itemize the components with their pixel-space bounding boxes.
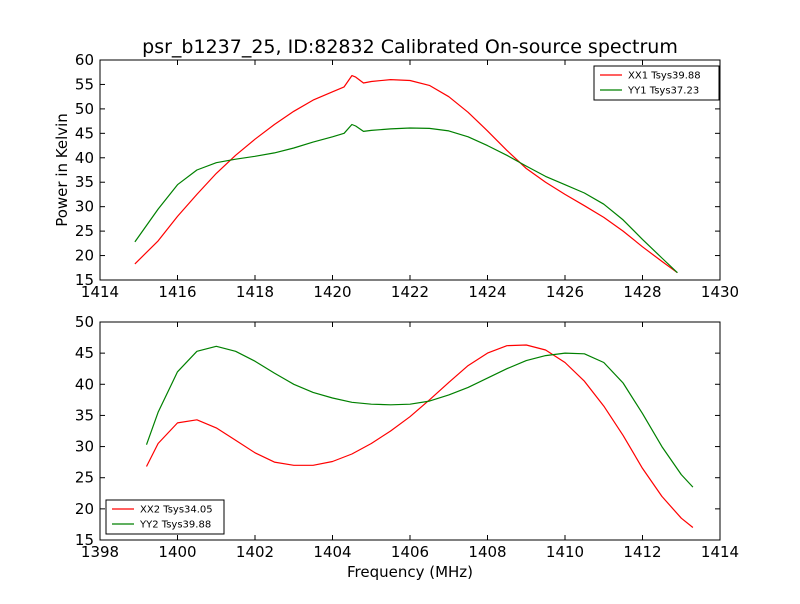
x-tick-label: 1398 — [81, 543, 119, 561]
x-tick-label: 1404 — [313, 543, 351, 561]
y-tick-label: 35 — [75, 406, 94, 424]
x-tick-label: 1424 — [468, 283, 506, 301]
x-tick-label: 1402 — [236, 543, 274, 561]
x-tick-label: 1406 — [391, 543, 429, 561]
x-tick-label: 1418 — [236, 283, 274, 301]
y-tick-label: 40 — [75, 375, 94, 393]
y-tick-label: 25 — [75, 222, 94, 240]
legend-entry: YY1 Tsys37.23 — [627, 86, 699, 97]
top-spectrum-panel: 1414 1416 1418 1420 1422 1424 1426 1428 1430 15 20… — [75, 51, 739, 301]
series-line-yy2 — [145, 345, 694, 488]
y-tick-label: 55 — [75, 75, 94, 93]
y-tick-label: 50 — [75, 313, 94, 331]
y-tick-label: 15 — [75, 271, 94, 289]
y-tick-label: 25 — [75, 469, 94, 487]
x-tick-label: 1426 — [546, 283, 584, 301]
x-tick-label: 1430 — [701, 283, 739, 301]
series-line-xx2 — [145, 344, 694, 528]
legend-entry: XX2 Tsys34.05 — [140, 505, 213, 516]
y-tick-label: 30 — [75, 438, 94, 456]
y-tick-label: 35 — [75, 173, 94, 191]
x-tick-label: 1400 — [158, 543, 196, 561]
y-tick-label: 60 — [75, 51, 94, 69]
y-axis-label: Power in Kelvin — [53, 113, 71, 227]
chart-title: psr_b1237_25, ID:82832 Calibrated On-sou… — [142, 36, 678, 58]
y-tick-label: 15 — [75, 531, 94, 549]
legend-box — [105, 499, 225, 535]
legend: XX1 Tsys39.88 YY1 Tsys37.23 — [593, 65, 720, 101]
x-tick-label: 1414 — [701, 543, 739, 561]
legend: XX2 Tsys34.05 YY2 Tsys39.88 — [105, 499, 225, 535]
y-tick-label: 40 — [75, 149, 94, 167]
y-tick-label: 30 — [75, 198, 94, 216]
y-tick-label: 45 — [75, 124, 94, 142]
series-line-yy1 — [134, 123, 678, 274]
x-tick-label: 1422 — [391, 283, 429, 301]
legend-entry: XX1 Tsys39.88 — [628, 71, 701, 82]
y-tick-label: 20 — [75, 500, 94, 518]
x-tick-label: 1416 — [158, 283, 196, 301]
bottom-spectrum-panel: 1398 1400 1402 1404 1406 1408 1410 1412 1414 15 20… — [75, 313, 739, 561]
x-tick-label: 1414 — [81, 283, 119, 301]
x-tick-label: 1412 — [623, 543, 661, 561]
x-tick-label: 1410 — [546, 543, 584, 561]
y-tick-label: 45 — [75, 344, 94, 362]
x-tick-label: 1420 — [313, 283, 351, 301]
y-tick-label: 20 — [75, 247, 94, 265]
x-axis-label: Frequency (MHz) — [347, 563, 473, 581]
legend-box — [593, 65, 720, 101]
x-tick-label: 1428 — [623, 283, 661, 301]
y-tick-label: 50 — [75, 100, 94, 118]
x-tick-label: 1408 — [468, 543, 506, 561]
series-line-xx1 — [134, 75, 678, 274]
legend-entry: YY2 Tsys39.88 — [139, 520, 211, 531]
